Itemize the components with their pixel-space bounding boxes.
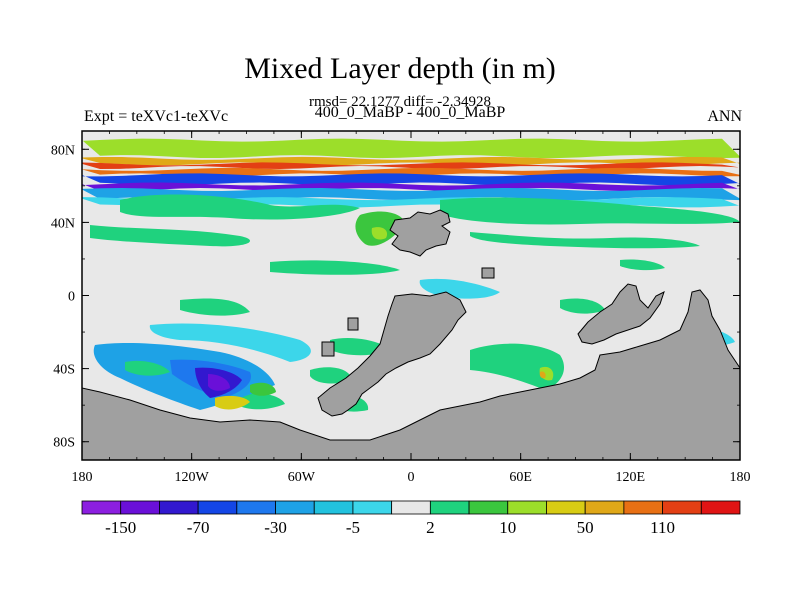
anomaly-patch: [440, 197, 740, 225]
anomaly-patch: [125, 360, 170, 376]
anomaly-patch: [120, 194, 360, 220]
y-tick-label: 80S: [53, 436, 75, 451]
colorbar-swatch: [352, 500, 393, 515]
x-tick-label: 60E: [509, 470, 532, 485]
land-masses: [82, 209, 740, 460]
colorbar-swatch: [120, 500, 160, 515]
latitude-band: [82, 182, 740, 191]
x-tick-label: 60W: [288, 470, 316, 485]
land-mass: [82, 289, 740, 460]
anomaly-patch: [208, 374, 230, 391]
colorbar-swatch: [391, 500, 431, 515]
anomaly-patch: [470, 232, 700, 249]
latitude-band: [82, 187, 740, 201]
colorbar-swatch: [623, 500, 663, 515]
colorbar: -150 -70 -30 -5 2 10 50 110: [81, 500, 741, 537]
x-tick-label: 180: [72, 470, 93, 485]
anomaly-patch: [470, 343, 565, 390]
stats-label: rmsd= 22.1277 diff= -2.34928: [308, 94, 492, 110]
anomaly-patch: [215, 395, 250, 410]
anomaly-patch: [90, 225, 250, 247]
colorbar-label: -70: [187, 518, 210, 537]
colorbar-swatch: [159, 500, 199, 515]
anomaly-patch: [250, 382, 276, 396]
latitude-band: [82, 156, 740, 166]
anomaly-patch: [620, 259, 665, 271]
anomaly-patch: [270, 260, 400, 275]
y-tick-label: 40N: [51, 216, 75, 231]
y-tick-label: 0: [68, 290, 75, 305]
map-field: [82, 131, 740, 460]
colorbar-label: -5: [346, 518, 360, 537]
land-mass: [347, 317, 359, 331]
y-tick-label: 40S: [53, 363, 75, 378]
chart-title: Mixed Layer depth (in m): [244, 52, 556, 85]
colorbar-swatch: [236, 500, 276, 515]
anomaly-patch: [371, 227, 388, 240]
anomaly-patch: [180, 298, 250, 316]
colorbar-swatch: [468, 500, 509, 515]
land-mass: [317, 291, 467, 417]
x-tick-label: 120W: [175, 470, 210, 485]
colorbar-label: 50: [577, 518, 594, 537]
anomaly-patches: [90, 194, 740, 412]
colorbar-swatch: [507, 500, 547, 515]
anomaly-patch: [310, 367, 352, 384]
latitude-band: [82, 173, 740, 186]
land-mass: [389, 209, 451, 257]
land-mass: [577, 283, 665, 345]
colorbar-swatch: [275, 500, 315, 515]
latitude-band: [82, 138, 740, 159]
colorbar-label: 2: [426, 518, 435, 537]
anomaly-patch: [539, 371, 546, 379]
colorbar-label: 110: [650, 518, 675, 537]
colorbar-label: 10: [499, 518, 516, 537]
experiment-label: Expt = teXVc1-teXVc: [84, 108, 229, 125]
period-label: 400_0_MaBP - 400_0_MaBP: [314, 104, 506, 121]
season-label: ANN: [707, 108, 742, 125]
y-tick-label: 80N: [51, 143, 75, 158]
colorbar-swatch: [81, 500, 122, 515]
colorbar-swatch: [429, 500, 470, 515]
colorbar-swatch: [662, 500, 702, 515]
colorbar-swatch: [313, 500, 354, 515]
latitude-band: [82, 162, 740, 170]
land-mass: [481, 267, 495, 279]
x-tick-label: 120E: [616, 470, 646, 485]
axes: 180 120W 60W 0 60E 120E 180 80N 40N 0 40S 80S: [51, 131, 751, 485]
colorbar-swatch: [197, 500, 238, 515]
anomaly-patch: [235, 392, 285, 410]
colorbar-label: -150: [105, 518, 136, 537]
colorbar-swatch: [584, 500, 625, 515]
colorbar-swatch: [546, 500, 586, 515]
anomaly-patch: [149, 323, 311, 362]
x-tick-label: 0: [408, 470, 415, 485]
latitude-bands: [82, 138, 740, 208]
colorbar-label: -30: [264, 518, 287, 537]
x-tick-label: 180: [730, 470, 751, 485]
land-mass: [321, 341, 335, 357]
colorbar-swatch: [700, 500, 741, 515]
anomaly-patch: [560, 298, 605, 314]
